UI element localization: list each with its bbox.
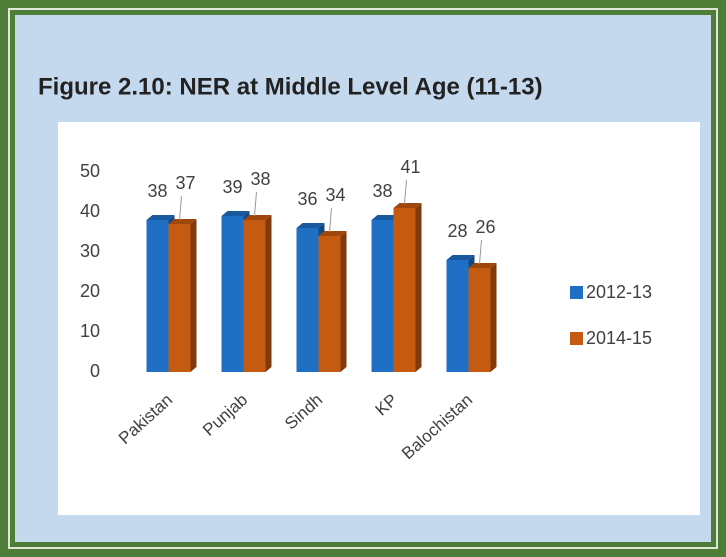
bar-front	[468, 268, 491, 372]
bar-front	[168, 224, 191, 372]
legend-swatch	[570, 332, 583, 345]
leader-line	[179, 195, 182, 221]
data-label: 39	[222, 177, 242, 197]
leader-line	[404, 179, 407, 205]
data-label: 41	[400, 157, 420, 177]
bar-top	[243, 215, 272, 220]
bar-top	[221, 211, 250, 216]
leader-line	[479, 239, 482, 265]
data-label: 38	[372, 181, 392, 201]
frame-inner-line	[8, 8, 718, 549]
bar-top	[318, 231, 347, 236]
y-tick-label: 30	[80, 241, 100, 261]
bar-top	[393, 203, 422, 208]
bar	[168, 219, 197, 372]
bar-front	[146, 220, 169, 372]
bar	[393, 203, 422, 372]
data-label: 36	[297, 189, 317, 209]
data-label: 28	[447, 221, 467, 241]
y-tick-label: 20	[80, 281, 100, 301]
legend-label: 2014-15	[586, 328, 652, 348]
bar	[243, 215, 272, 372]
y-tick-label: 50	[80, 161, 100, 181]
bar-top	[371, 215, 400, 220]
bar-top	[146, 215, 175, 220]
data-label: 38	[147, 181, 167, 201]
y-tick-label: 0	[90, 361, 100, 381]
legend-label: 2012-13	[586, 282, 652, 302]
bar-front	[371, 220, 394, 372]
bar-side	[415, 203, 422, 372]
bar-top	[446, 255, 475, 260]
data-label: 26	[475, 217, 495, 237]
y-tick-label: 40	[80, 201, 100, 221]
bar-front	[296, 228, 319, 372]
bar-side	[340, 231, 347, 372]
bar-front	[243, 220, 266, 372]
data-label: 34	[325, 185, 345, 205]
bar-top	[296, 223, 325, 228]
y-tick-label: 10	[80, 321, 100, 341]
bar-front	[221, 216, 244, 372]
bar-front	[318, 236, 341, 372]
bar-front	[393, 208, 416, 372]
bar-side	[190, 219, 197, 372]
chart-title: Figure 2.10: NER at Middle Level Age (11…	[38, 73, 543, 100]
data-label: 38	[250, 169, 270, 189]
bar-front	[446, 260, 469, 372]
leader-line	[329, 207, 332, 233]
leader-line	[254, 191, 257, 217]
legend-swatch	[570, 286, 583, 299]
bar	[318, 231, 347, 372]
bar	[468, 263, 497, 372]
bar-top	[168, 219, 197, 224]
bar-side	[490, 263, 497, 372]
data-label: 37	[175, 173, 195, 193]
bar-top	[468, 263, 497, 268]
bar-side	[265, 215, 272, 372]
